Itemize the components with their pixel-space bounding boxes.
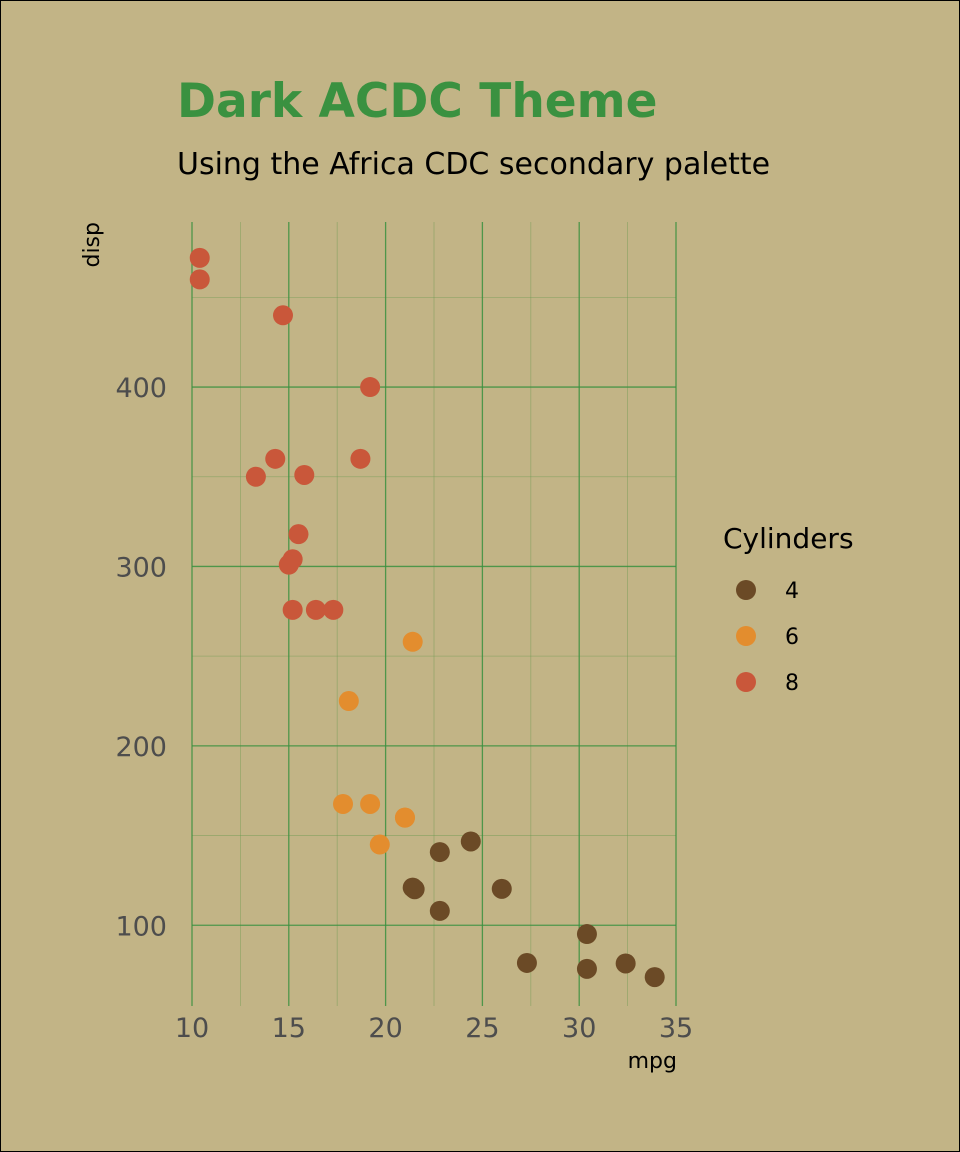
legend-key-4 [736, 580, 756, 600]
data-points [189, 247, 665, 988]
data-point-cyl-8 [265, 448, 286, 469]
data-point-cyl-8 [245, 466, 266, 487]
x-tick-label: 30 [562, 1013, 596, 1044]
data-point-cyl-8 [288, 524, 309, 545]
data-point-cyl-8 [305, 599, 326, 620]
data-point-cyl-4 [615, 953, 636, 974]
data-point-cyl-6 [360, 793, 381, 814]
data-point-cyl-4 [644, 967, 665, 988]
data-point-cyl-8 [282, 599, 303, 620]
data-point-cyl-8 [189, 247, 210, 268]
y-axis-title: disp [80, 222, 105, 268]
x-axis-title: mpg [628, 1049, 677, 1074]
data-point-cyl-4 [429, 842, 450, 863]
y-tick-label: 400 [115, 373, 167, 404]
legend-title: Cylinders [723, 522, 854, 555]
x-tick-label: 15 [272, 1013, 306, 1044]
data-point-cyl-4 [460, 831, 481, 852]
legend-key-6 [736, 626, 756, 646]
data-point-cyl-8 [323, 599, 344, 620]
x-tick-label: 35 [659, 1013, 693, 1044]
legend-label-4: 4 [785, 579, 799, 604]
legend-label-8: 8 [785, 671, 799, 696]
tick-labels: 10 15 20 25 30 35 100 200 300 400 [115, 373, 693, 1044]
legend: Cylinders 4 6 8 [723, 522, 854, 696]
data-point-cyl-8 [360, 377, 381, 398]
legend-key-8 [736, 672, 756, 692]
data-point-cyl-8 [189, 269, 210, 290]
y-tick-label: 200 [115, 732, 167, 763]
y-tick-label: 300 [115, 552, 167, 583]
chart-subtitle: Using the Africa CDC secondary palette [177, 147, 770, 182]
data-point-cyl-4 [491, 878, 512, 899]
chart-title: Dark ACDC Theme [177, 74, 658, 129]
y-tick-label: 100 [115, 911, 167, 942]
x-tick-label: 10 [175, 1013, 209, 1044]
data-point-cyl-4 [429, 900, 450, 921]
data-point-cyl-4 [402, 877, 423, 898]
data-point-cyl-6 [402, 631, 423, 652]
data-point-cyl-4 [576, 924, 597, 945]
data-point-cyl-8 [278, 554, 299, 575]
x-tick-label: 25 [465, 1013, 499, 1044]
data-point-cyl-4 [576, 958, 597, 979]
data-point-cyl-8 [350, 448, 371, 469]
data-point-cyl-8 [272, 305, 293, 326]
legend-label-6: 6 [785, 625, 799, 650]
data-point-cyl-6 [369, 834, 390, 855]
data-point-cyl-6 [333, 793, 354, 814]
x-tick-label: 20 [368, 1013, 402, 1044]
data-point-cyl-4 [516, 952, 537, 973]
data-point-cyl-8 [294, 464, 315, 485]
data-point-cyl-6 [394, 807, 415, 828]
data-point-cyl-6 [338, 691, 359, 712]
